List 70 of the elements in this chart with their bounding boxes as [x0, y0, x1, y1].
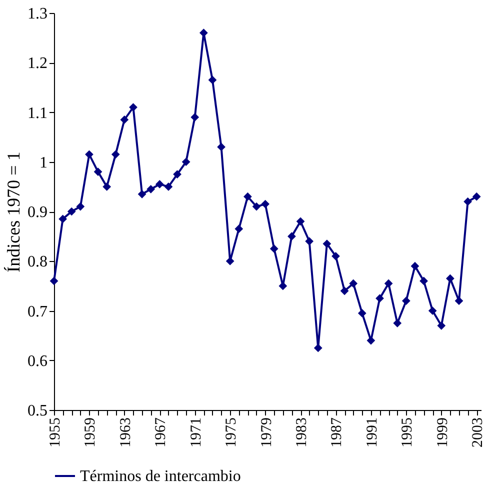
y-tick-label: 0.9 — [28, 204, 48, 221]
point — [85, 150, 94, 159]
point — [217, 142, 226, 152]
legend-label: Términos de intercambio — [80, 468, 241, 485]
point — [428, 306, 437, 315]
point — [358, 309, 366, 318]
x-tick-label: 1987 — [329, 417, 346, 448]
y-tick-label: 0.8 — [28, 254, 48, 271]
point — [94, 168, 102, 176]
point — [173, 170, 182, 178]
point — [446, 274, 454, 283]
point — [349, 279, 358, 288]
x-tick-label: 1959 — [82, 418, 99, 448]
point — [296, 217, 305, 226]
point — [234, 224, 244, 234]
point — [182, 158, 190, 166]
x-tick-label: 1975 — [224, 418, 240, 448]
point — [420, 276, 428, 286]
y-tick-label: 1.1 — [28, 104, 48, 122]
y-tick-label: 0.6 — [28, 352, 48, 370]
point — [146, 184, 156, 194]
point — [102, 182, 112, 191]
point — [376, 294, 384, 303]
point — [464, 197, 472, 206]
point — [472, 192, 481, 201]
point — [58, 214, 67, 224]
x-tick-label: 1971 — [188, 418, 204, 448]
point — [208, 76, 217, 84]
point — [332, 252, 340, 260]
y-tick-label: 1.2 — [28, 55, 48, 72]
point — [437, 321, 446, 330]
point — [244, 192, 252, 201]
point — [454, 296, 464, 306]
point — [252, 202, 261, 211]
point — [314, 344, 322, 352]
point — [322, 240, 332, 248]
point — [164, 182, 173, 191]
y-tick-label: 0.7 — [28, 303, 48, 320]
point — [402, 296, 410, 306]
x-tick-label: 1995 — [400, 418, 416, 448]
x-tick-label: 1963 — [118, 418, 134, 448]
point — [129, 103, 138, 112]
y-tick-label: 1 — [40, 154, 48, 172]
point — [120, 116, 129, 124]
point — [366, 336, 376, 345]
point — [138, 190, 146, 198]
x-tick-label: 1983 — [294, 418, 310, 448]
point — [261, 200, 270, 208]
point — [190, 113, 200, 122]
point — [305, 237, 314, 246]
point — [384, 279, 393, 288]
point — [111, 150, 120, 159]
x-tick-label: 1999 — [434, 418, 451, 448]
x-tick-label: 1979 — [258, 418, 275, 448]
point — [393, 318, 402, 328]
y-axis-title: Índices 1970 = 1 — [4, 152, 24, 272]
point — [50, 276, 58, 286]
point — [67, 207, 76, 216]
point — [76, 202, 85, 211]
point — [340, 286, 349, 296]
x-tick-label: 1967 — [153, 417, 170, 448]
y-tick-label: 1.3 — [28, 6, 48, 22]
x-tick-label: 1991 — [364, 418, 380, 448]
y-tick-label: 0.5 — [28, 402, 48, 420]
x-tick-label: 2003 — [470, 418, 486, 448]
point — [155, 180, 164, 188]
point — [410, 262, 420, 270]
point — [270, 244, 278, 253]
x-tick-label: 1955 — [48, 418, 64, 448]
point — [288, 232, 296, 240]
